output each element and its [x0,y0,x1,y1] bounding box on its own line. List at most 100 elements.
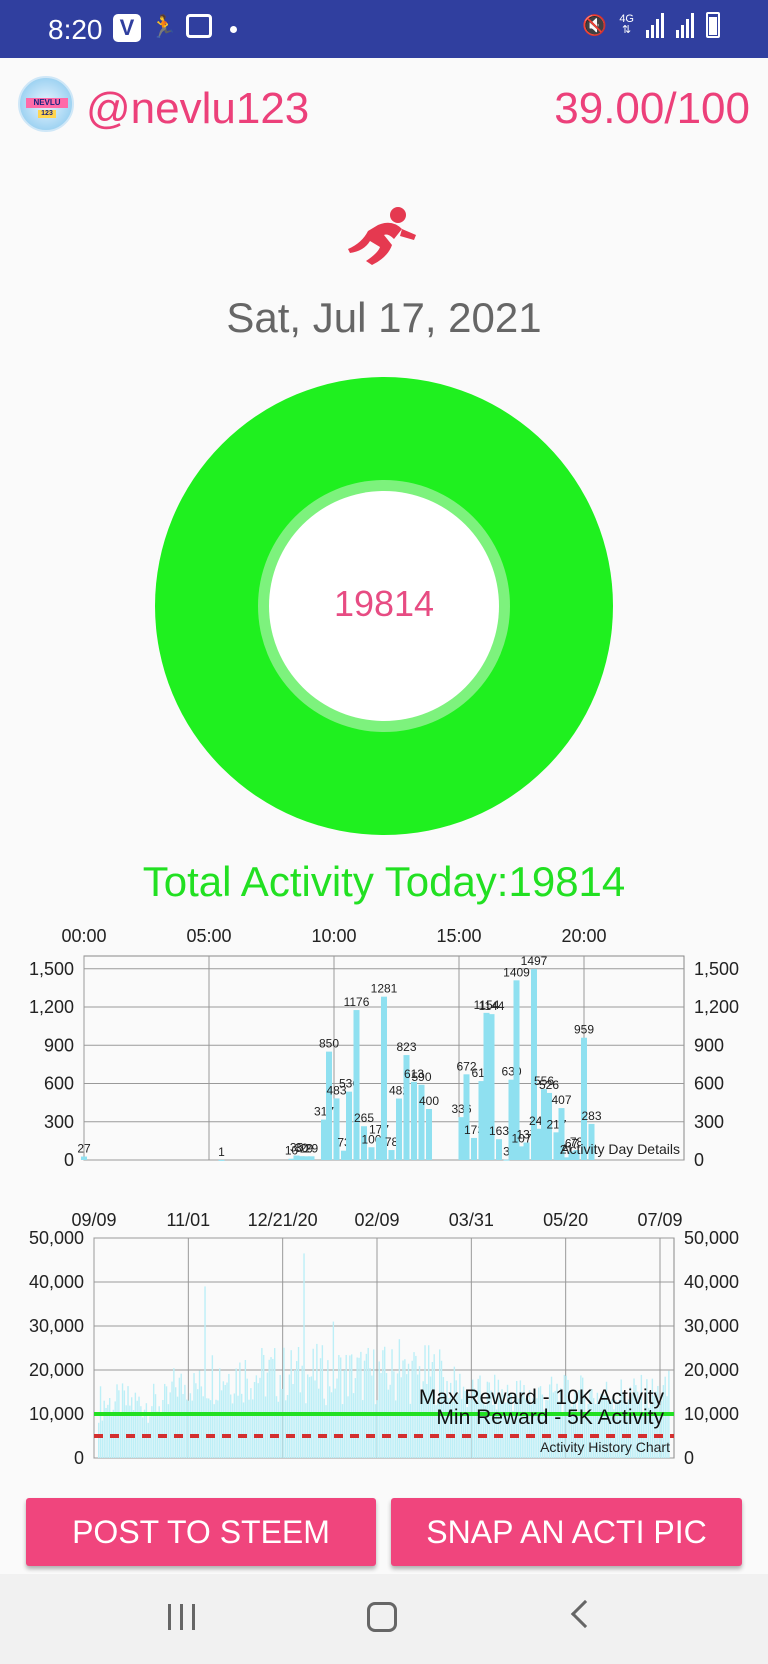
history-bar [264,1396,267,1458]
avatar-text-top: NEVLU [26,98,68,108]
avatar[interactable]: NEVLU 123 [18,76,74,132]
history-bar [186,1399,188,1458]
history-x-tick: 03/31 [449,1210,494,1230]
history-bar [631,1393,633,1458]
day-chart-description: Activity Day Details [560,1141,680,1157]
day-bar-label: 27 [77,1142,91,1156]
history-bar [499,1399,501,1458]
history-bar [409,1403,412,1458]
history-bar [560,1388,562,1458]
history-bar [638,1401,641,1458]
history-bar [244,1359,247,1458]
history-bar [521,1391,523,1458]
day-bar [353,1010,360,1160]
history-bar [446,1381,448,1458]
history-bar [308,1377,311,1458]
history-bar [402,1360,404,1458]
history-bar [431,1362,434,1458]
history-bar [611,1398,613,1458]
history-bar [241,1393,243,1458]
navigation-bar [0,1574,768,1664]
history-bar [605,1381,608,1458]
history-bar [462,1386,465,1458]
post-to-steem-button[interactable]: POST TO STEEM [26,1498,376,1566]
history-bar [501,1389,503,1458]
day-bar-label: 613 [404,1067,424,1081]
day-bar [361,1126,367,1160]
history-bar [318,1388,320,1458]
history-bar [620,1379,622,1458]
history-bar [497,1379,500,1458]
day-bar [553,1132,560,1160]
history-bar [616,1403,619,1458]
day-bar [531,969,537,1160]
history-bar [653,1395,655,1458]
history-bar [162,1399,164,1458]
day-y-tick-left: 1,500 [29,959,74,979]
history-bar [582,1377,584,1458]
day-bar-label: 67 [565,1136,579,1150]
history-x-tick: 09/09 [71,1210,116,1230]
network-icon: 4G ⇅ [619,13,634,36]
history-bar [248,1399,250,1458]
history-bar [413,1352,415,1458]
history-chart-description: Activity History Chart [540,1439,670,1455]
history-bar [204,1286,206,1458]
day-bar [411,1081,417,1160]
history-bar [272,1358,274,1458]
history-bar [373,1349,375,1458]
history-bar [250,1388,252,1458]
day-bar [546,1092,552,1160]
history-bar [290,1350,292,1458]
history-bar [468,1393,470,1458]
history-bar [109,1398,111,1458]
history-bar [659,1405,661,1458]
history-bar [492,1404,494,1458]
history-bar [288,1374,291,1458]
recent-apps-icon[interactable] [168,1604,195,1630]
history-bar [571,1406,573,1458]
history-bar [437,1400,439,1458]
day-bar [503,1159,510,1161]
history-bar [206,1398,208,1458]
history-bar [466,1407,468,1458]
back-icon[interactable] [570,1599,600,1629]
history-bar [486,1381,489,1458]
day-bar [488,1014,495,1160]
day-y-tick-right: 1,200 [694,997,739,1017]
day-y-tick-left: 0 [64,1150,74,1170]
history-bar [598,1402,600,1458]
history-bar [615,1400,617,1458]
history-bar [539,1386,542,1458]
day-bar-label: 283 [581,1109,601,1123]
history-bar [558,1401,560,1458]
history-bar [637,1391,639,1458]
day-bar [218,1159,225,1161]
history-bar [363,1360,366,1458]
history-bar [411,1360,413,1458]
day-bar-label: 850 [319,1037,339,1051]
history-bar [477,1378,479,1458]
history-bar [171,1381,173,1458]
history-bar [428,1345,430,1458]
runner-notification-icon: 🏃 [150,14,178,39]
day-bar-label: 1176 [344,995,370,1009]
snap-acti-pic-button[interactable]: SNAP AN ACTI PIC [391,1498,742,1566]
history-bar [457,1393,459,1458]
history-y-tick-right: 10,000 [684,1404,739,1424]
history-bar [257,1383,259,1458]
day-bar [418,1084,425,1160]
signal-2-icon [676,12,694,38]
history-bar [99,1386,102,1458]
home-icon[interactable] [367,1602,397,1632]
history-bar [472,1379,474,1458]
activity-ring-inner: 19814 [258,480,510,732]
history-y-tick-right: 20,000 [684,1360,739,1380]
history-bar [334,1388,336,1458]
history-bar [602,1394,604,1458]
history-bar [508,1395,511,1458]
history-bar [587,1403,589,1458]
history-bar [134,1392,137,1458]
history-bar [541,1394,544,1458]
day-bar [463,1074,470,1160]
